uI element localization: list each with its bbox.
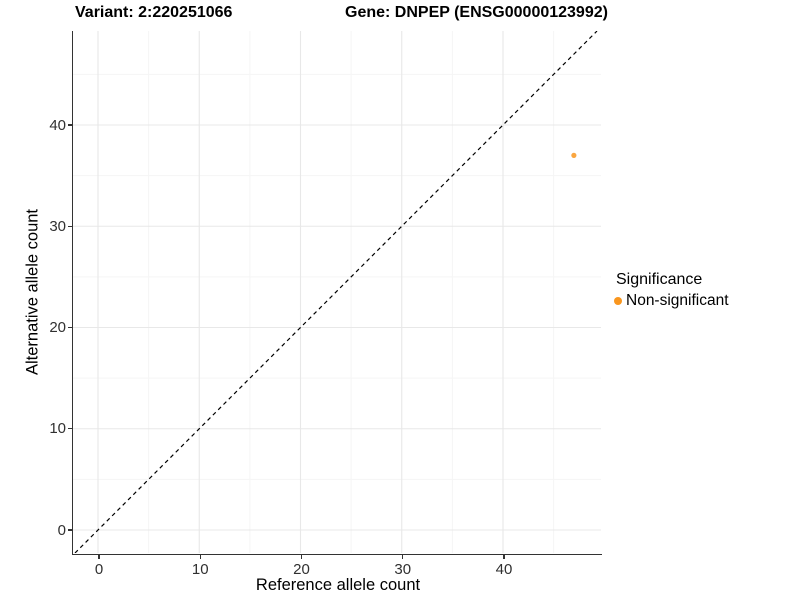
x-tick-mark xyxy=(98,554,100,560)
y-tick-label: 0 xyxy=(57,521,66,539)
legend-item-label: Non-significant xyxy=(626,292,729,309)
x-axis-title: Reference allele count xyxy=(255,576,421,594)
y-tick-label: 30 xyxy=(49,217,66,235)
x-tick-label: 10 xyxy=(191,561,209,578)
y-tick-mark xyxy=(67,428,73,430)
x-tick-label: 40 xyxy=(495,561,513,578)
legend-point-icon xyxy=(614,297,622,305)
x-tick-label: 20 xyxy=(293,561,310,578)
variant-title: Variant: 2:220251066 xyxy=(75,4,233,21)
y-tick-mark xyxy=(67,124,73,126)
x-tick-label: 30 xyxy=(394,561,412,578)
legend-title: Significance xyxy=(616,271,703,288)
data-point xyxy=(571,152,577,158)
legend: Significance Non-significant xyxy=(614,271,729,310)
y-tick-mark xyxy=(67,326,73,329)
plot-panel xyxy=(72,31,602,555)
x-tick-mark xyxy=(300,554,303,560)
y-tick-label: 40 xyxy=(49,116,66,134)
x-tick-label: 0 xyxy=(94,561,104,578)
y-tick-mark xyxy=(67,529,73,531)
x-tick-mark xyxy=(503,554,505,560)
gene-title: Gene: DNPEP (ENSG00000123992) xyxy=(345,4,608,21)
legend-item: Non-significant xyxy=(614,292,729,310)
x-tick-mark xyxy=(199,554,201,560)
identity-line xyxy=(74,31,598,553)
plot-area xyxy=(73,31,602,553)
y-tick-label: 20 xyxy=(49,319,66,336)
y-tick-mark xyxy=(67,225,73,227)
x-tick-mark xyxy=(402,554,404,560)
y-tick-label: 10 xyxy=(49,420,66,438)
